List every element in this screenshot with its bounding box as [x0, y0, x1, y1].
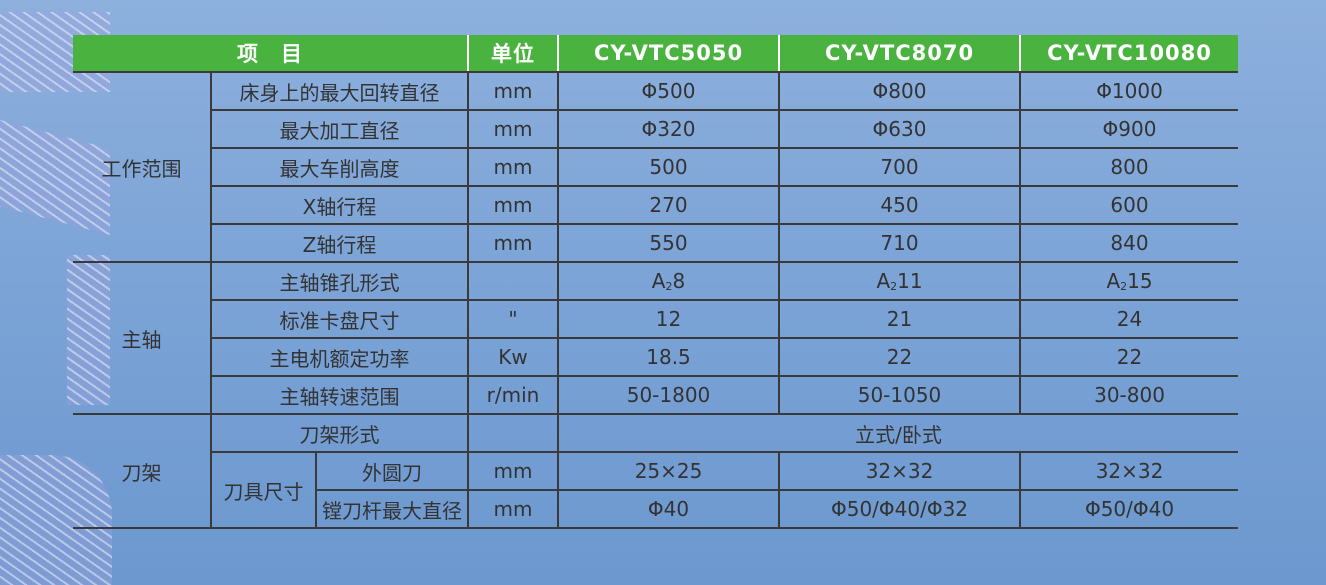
row-label: 外圆刀: [314, 451, 470, 491]
unit-cell: mm: [467, 147, 560, 187]
row-label: X轴行程: [209, 185, 470, 225]
row-label: 标准卡盘尺寸: [209, 299, 470, 339]
unit-cell: mm: [467, 185, 560, 225]
value-cell: 32×32: [778, 451, 1022, 491]
value-cell: Φ40: [557, 489, 781, 529]
table-row: 主轴 主轴锥孔形式 A28 A211 A215: [73, 261, 1239, 415]
value-cell: Φ800: [778, 71, 1022, 111]
row-label: 最大车削高度: [209, 147, 470, 187]
table-row: 工作范围 床身上的最大回转直径 mm Φ500 Φ800 Φ1000: [73, 71, 1239, 263]
value-cell: A28: [557, 261, 781, 301]
value-cell: 18.5: [557, 337, 781, 377]
table-row: 镗刀杆最大直径 mm Φ40 Φ50/Φ40/Φ32 Φ50/Φ40: [73, 489, 1239, 529]
table-row: 最大车削高度 mm 500 700 800: [73, 147, 1239, 187]
value-cell: 840: [1019, 223, 1239, 263]
table-row: X轴行程 mm 270 450 600: [73, 185, 1239, 225]
value-cell: 立式/卧式: [557, 413, 1239, 453]
value-cell: 30-800: [1019, 375, 1239, 415]
header-model: CY-VTC10080: [1019, 35, 1239, 73]
value-cell: Φ50/Φ40: [1019, 489, 1239, 529]
value-cell: Φ900: [1019, 109, 1239, 149]
value-cell: 600: [1019, 185, 1239, 225]
table-row: 主轴转速范围 r/min 50-1800 50-1050 30-800: [73, 375, 1239, 415]
value-cell: 700: [778, 147, 1022, 187]
value-cell: 32×32: [1019, 451, 1239, 491]
unit-cell: Kw: [467, 337, 560, 377]
row-label: 最大加工直径: [209, 109, 470, 149]
value-cell: A215: [1019, 261, 1239, 301]
value-cell: Φ320: [557, 109, 781, 149]
table-row: 最大加工直径 mm Φ320 Φ630 Φ900: [73, 109, 1239, 149]
value-cell: 12: [557, 299, 781, 339]
unit-cell: mm: [467, 451, 560, 491]
header-item: 项 目: [73, 35, 470, 73]
value-cell: 22: [778, 337, 1022, 377]
row-label: 刀架形式: [209, 413, 470, 453]
header-model: CY-VTC8070: [778, 35, 1022, 73]
group-work-range: 工作范围: [73, 71, 212, 263]
group-tool-size: 刀具尺寸: [210, 451, 317, 529]
spec-table: 项 目 单位 CY-VTC5050 CY-VTC8070 CY-VTC10080…: [73, 35, 1239, 529]
table-row: 刀具尺寸 外圆刀 mm 25×25 32×32 32×32: [73, 451, 1239, 529]
table-row: Z轴行程 mm 550 710 840: [73, 223, 1239, 263]
table-row: 刀架 刀架形式 立式/卧式: [73, 413, 1239, 529]
value-cell: 50-1050: [778, 375, 1022, 415]
row-label: Z轴行程: [209, 223, 470, 263]
value-cell: 50-1800: [557, 375, 781, 415]
value-cell: Φ50/Φ40/Φ32: [778, 489, 1022, 529]
unit-cell: [467, 413, 560, 453]
table-row: 标准卡盘尺寸 " 12 21 24: [73, 299, 1239, 339]
group-tool-post: 刀架: [73, 413, 212, 529]
value-cell: Φ630: [778, 109, 1022, 149]
value-cell: 21: [778, 299, 1022, 339]
value-cell: 710: [778, 223, 1022, 263]
unit-cell: mm: [467, 489, 560, 529]
value-cell: 22: [1019, 337, 1239, 377]
value-cell: 500: [557, 147, 781, 187]
group-spindle: 主轴: [73, 261, 212, 415]
value-cell: 550: [557, 223, 781, 263]
header-unit: 单位: [467, 35, 560, 73]
row-label: 主轴锥孔形式: [209, 261, 470, 301]
value-cell: Φ1000: [1019, 71, 1239, 111]
unit-cell: mm: [467, 109, 560, 149]
value-cell: 450: [778, 185, 1022, 225]
header-row: 项 目 单位 CY-VTC5050 CY-VTC8070 CY-VTC10080: [73, 35, 1239, 73]
value-cell: 800: [1019, 147, 1239, 187]
unit-cell: mm: [467, 71, 560, 111]
row-label: 镗刀杆最大直径: [314, 489, 470, 529]
row-label: 床身上的最大回转直径: [209, 71, 470, 111]
header-model: CY-VTC5050: [557, 35, 781, 73]
unit-cell: mm: [467, 223, 560, 263]
unit-cell: r/min: [467, 375, 560, 415]
row-label: 主轴转速范围: [209, 375, 470, 415]
value-cell: 25×25: [557, 451, 781, 491]
value-cell: Φ500: [557, 71, 781, 111]
table-row: 主电机额定功率 Kw 18.5 22 22: [73, 337, 1239, 377]
value-cell: A211: [778, 261, 1022, 301]
value-cell: 270: [557, 185, 781, 225]
unit-cell: [467, 261, 560, 301]
unit-cell: ": [467, 299, 560, 339]
row-label: 主电机额定功率: [209, 337, 470, 377]
value-cell: 24: [1019, 299, 1239, 339]
